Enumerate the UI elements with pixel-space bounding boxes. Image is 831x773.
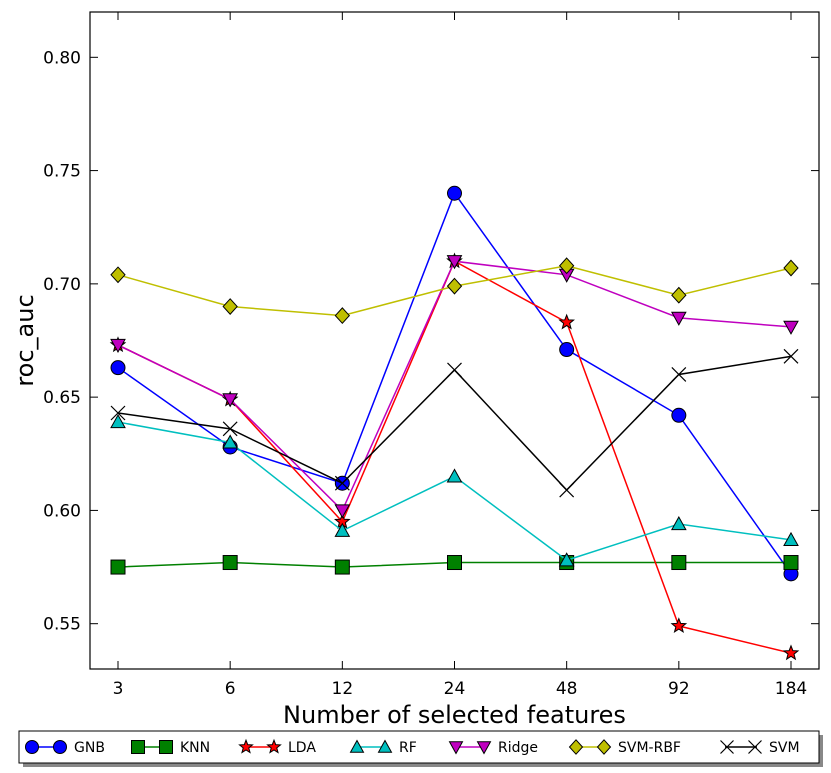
point-svm	[559, 482, 575, 498]
legend-item-lda: LDA	[238, 738, 316, 756]
legend-label: SVM	[769, 740, 800, 756]
x-tick-label: 92	[668, 679, 690, 699]
series-gnb	[110, 185, 799, 582]
x-tick-label: 3	[113, 679, 124, 699]
point-svm-rbf	[783, 259, 799, 277]
point-rf	[446, 468, 463, 483]
point-ridge	[446, 255, 463, 270]
legend-item-ridge: Ridge	[448, 740, 538, 756]
point-rf	[110, 414, 126, 429]
legend-marker	[596, 739, 612, 755]
point-svm-rbf	[222, 298, 238, 315]
legend-label: LDA	[288, 740, 316, 756]
legend-marker	[159, 740, 173, 754]
y-tick-label: 0.55	[43, 615, 81, 635]
legend-marker	[25, 740, 39, 754]
legend-marker	[238, 738, 254, 754]
y-tick-label: 0.75	[43, 162, 81, 182]
y-tick-label: 0.65	[43, 388, 81, 408]
series-knn	[110, 555, 799, 575]
point-svm	[334, 475, 350, 491]
point-svm-rbf	[671, 286, 687, 304]
x-tick-label: 48	[556, 679, 578, 699]
x-tick-label: 184	[775, 679, 807, 699]
point-gnb	[559, 342, 575, 358]
legend-marker	[568, 739, 584, 755]
point-knn	[783, 555, 799, 571]
legend-label: GNB	[74, 740, 105, 756]
point-gnb	[110, 360, 126, 376]
legend-marker	[266, 738, 282, 754]
legend-item-rf: RF	[349, 739, 417, 756]
legend-item-knn: KNN	[131, 740, 210, 756]
point-ridge	[334, 504, 351, 519]
legend-marker	[748, 740, 762, 754]
point-knn	[334, 559, 350, 575]
series-svm-rbf	[110, 257, 799, 325]
point-ridge	[670, 311, 687, 326]
point-rf	[558, 552, 575, 567]
series-ridge	[110, 255, 799, 519]
point-lda	[782, 644, 800, 661]
point-svm	[447, 362, 462, 378]
x-tick-label: 6	[225, 679, 236, 699]
y-tick-label: 0.80	[43, 48, 81, 68]
point-rf	[783, 531, 799, 546]
point-svm	[783, 348, 799, 364]
legend-label: SVM-RBF	[618, 740, 681, 756]
point-svm-rbf	[110, 266, 126, 284]
legend-marker	[476, 741, 492, 755]
point-svm-rbf	[334, 307, 351, 325]
point-svm	[110, 405, 126, 421]
point-knn	[447, 555, 462, 571]
y-tick-label: 0.70	[43, 275, 81, 295]
point-rf	[222, 434, 239, 449]
y-tick-label: 0.60	[43, 501, 81, 521]
point-svm	[671, 367, 687, 382]
point-lda	[670, 617, 688, 634]
legend-label: RF	[399, 740, 417, 756]
legend-marker	[53, 740, 67, 754]
point-knn	[110, 559, 126, 575]
legend-item-gnb: GNB	[25, 740, 105, 756]
legend-marker	[448, 741, 464, 755]
legend-marker	[720, 740, 734, 754]
legend-marker	[131, 740, 145, 754]
series-rf	[110, 414, 799, 567]
legend-label: KNN	[180, 740, 210, 756]
legend-marker	[377, 739, 393, 753]
point-gnb	[671, 407, 687, 423]
legend-item-svm-rbf: SVM-RBF	[568, 739, 681, 756]
x-tick-label: 12	[332, 679, 354, 699]
series-svm	[110, 348, 799, 498]
legend: GNB KNN LDA RF Ridge SVM-RBF SVM	[18, 730, 823, 767]
point-rf	[670, 515, 687, 531]
point-svm	[222, 421, 238, 437]
point-knn	[671, 555, 687, 571]
legend-marker	[349, 739, 365, 753]
legend-item-svm: SVM	[720, 740, 800, 756]
point-svm-rbf	[558, 257, 575, 275]
point-rf	[334, 522, 351, 537]
y-axis-label: roc_auc	[11, 294, 39, 386]
x-tick-label: 24	[444, 679, 466, 699]
point-ridge	[110, 338, 126, 354]
point-ridge	[222, 393, 239, 408]
point-knn	[222, 555, 238, 571]
point-svm-rbf	[446, 277, 463, 295]
x-axis-label: Number of selected features	[283, 701, 626, 729]
point-lda	[558, 313, 575, 330]
point-ridge	[783, 320, 799, 335]
plot-area	[89, 11, 820, 670]
legend-label: Ridge	[498, 740, 538, 756]
point-gnb	[447, 185, 462, 201]
